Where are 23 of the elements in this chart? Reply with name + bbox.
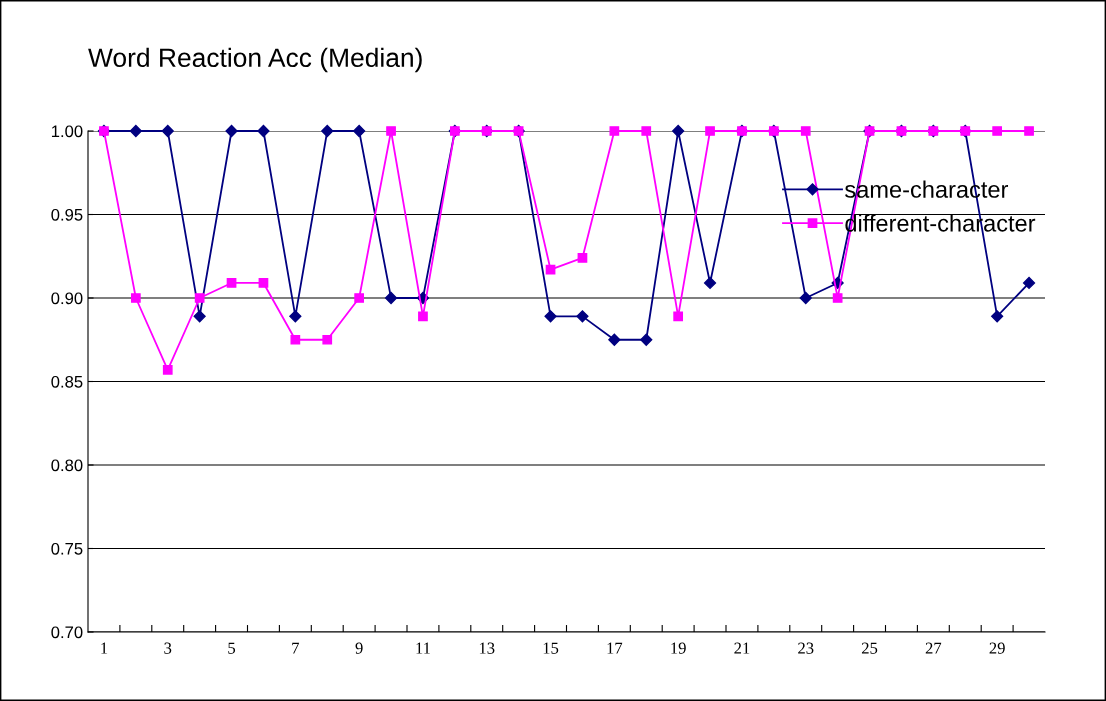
x-tick-label: 27 xyxy=(925,642,942,654)
x-tick-label: 29 xyxy=(989,642,1005,654)
y-tick-label: 0.95 xyxy=(51,208,83,221)
chart-title: Word Reaction Acc (Median) xyxy=(88,47,422,73)
x-tick-label: 13 xyxy=(479,642,495,654)
x-tick-label: 9 xyxy=(355,642,363,654)
y-tick-label: 0.85 xyxy=(51,375,83,388)
y-tick-label: 1.00 xyxy=(51,125,83,138)
x-tick-label: 7 xyxy=(292,642,300,654)
x-tick-label: 19 xyxy=(671,642,686,654)
x-tick-label: 5 xyxy=(228,642,236,654)
x-tick-label: 23 xyxy=(798,642,814,654)
x-tick-label: 11 xyxy=(416,642,430,654)
x-tick-label: 3 xyxy=(164,642,172,654)
x-tick-label: 21 xyxy=(734,642,750,654)
x-tick-label: 15 xyxy=(543,642,559,654)
x-tick-label: 25 xyxy=(861,642,878,654)
y-tick-label: 0.75 xyxy=(51,542,83,555)
y-tick-label: 0.90 xyxy=(51,292,83,305)
y-tick-label: 0.70 xyxy=(51,626,83,639)
y-tick-label: 0.80 xyxy=(51,459,83,472)
x-tick-label: 1 xyxy=(101,642,108,654)
x-tick-label: 17 xyxy=(607,642,623,654)
